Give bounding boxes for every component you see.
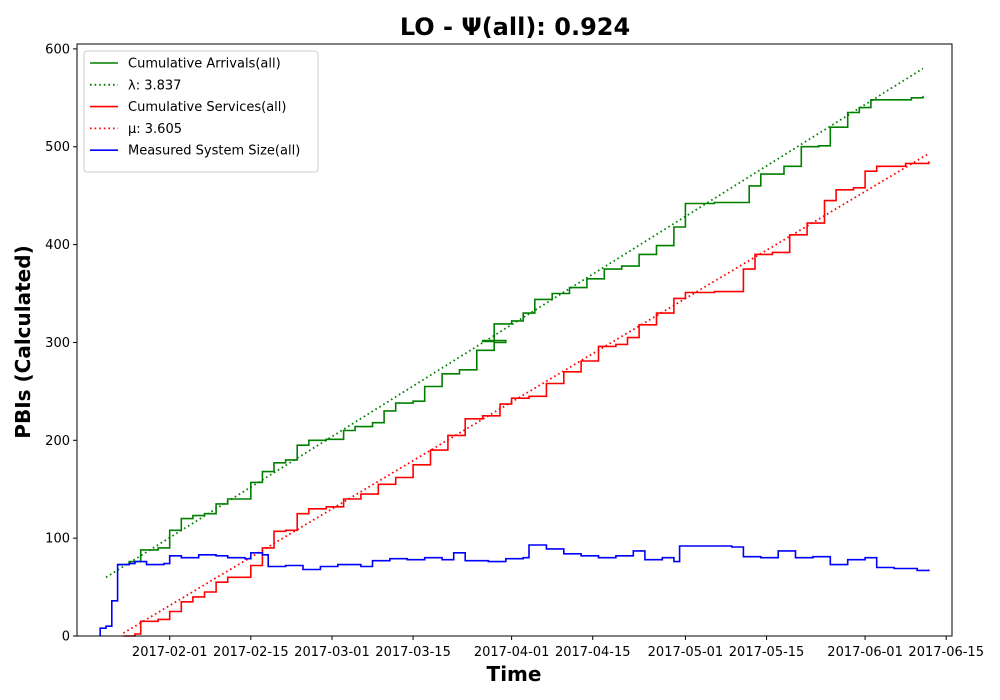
x-tick-label: 2017-05-15 (729, 645, 805, 660)
x-tick-label: 2017-03-15 (375, 645, 451, 660)
y-axis-label: PBIs (Calculated) (11, 245, 35, 438)
legend-entry-1: Cumulative Arrivals(all) (128, 57, 281, 72)
x-tick-label: 2017-06-01 (827, 645, 903, 660)
series-layer (99, 67, 930, 637)
series-line-3 (123, 161, 930, 637)
series-line-1 (117, 95, 924, 566)
legend-entry-2: λ: 3.837 (128, 78, 181, 93)
ticks-layer: 0 100 200 300 400 500 600 2017-02-01 2017-02-15 2… (45, 42, 984, 660)
chart-title: LO - Ψ(all): 0.924 (400, 13, 630, 41)
legend-box (83, 50, 319, 173)
x-tick-label: 2017-03-01 (294, 645, 370, 660)
x-tick-label: 2017-04-15 (555, 645, 631, 660)
legend-entry-3: Cumulative Services(all) (128, 100, 286, 115)
x-axis-label: Time (487, 662, 542, 686)
x-tick-label: 2017-02-01 (132, 645, 208, 660)
legend: Cumulative Arrivals(all) λ: 3.837 Cumulati… (83, 50, 319, 173)
y-tick-label: 0 (62, 630, 70, 645)
y-tick-label: 400 (45, 238, 70, 253)
x-tick-label: 2017-06-15 (908, 645, 984, 660)
y-tick-label: 200 (45, 434, 70, 449)
series-line-4 (122, 152, 930, 634)
y-tick-label: 500 (45, 140, 70, 155)
y-tick-label: 100 (45, 532, 70, 547)
legend-entry-4: μ: 3.605 (128, 122, 182, 137)
y-tick-label: 600 (45, 42, 70, 57)
series-line-5 (99, 544, 930, 636)
x-tick-label: 2017-02-15 (213, 645, 289, 660)
y-tick-label: 300 (45, 336, 70, 351)
legend-entry-5: Measured System Size(all) (128, 144, 300, 159)
x-tick-label: 2017-05-01 (648, 645, 724, 660)
plot-frame (76, 43, 953, 637)
x-tick-label: 2017-04-01 (474, 645, 550, 660)
